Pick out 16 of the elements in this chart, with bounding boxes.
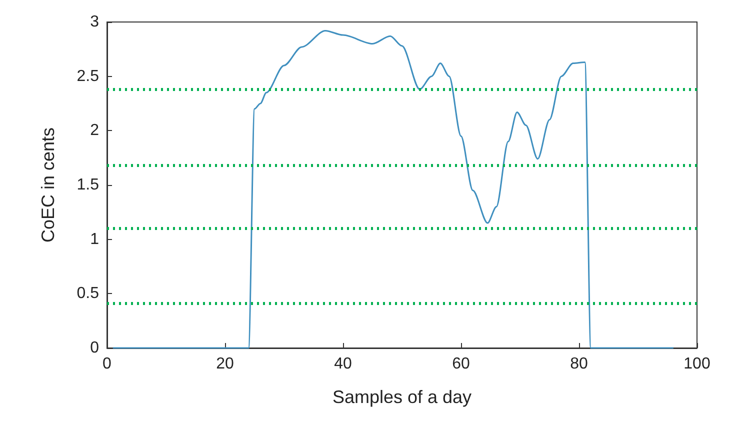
y-tick-label: 0 — [90, 340, 100, 356]
x-tick-label: 60 — [452, 356, 470, 372]
line-series — [112, 30, 674, 349]
x-tick-label: 40 — [334, 356, 352, 372]
y-tick-label: 0.5 — [76, 285, 100, 302]
y-tick-label: 3 — [90, 14, 100, 30]
x-tick-label: 100 — [684, 356, 710, 372]
x-tick-label: 20 — [216, 356, 234, 372]
x-tick-label: 80 — [570, 356, 588, 372]
y-tick-label: 1.5 — [76, 176, 100, 194]
y-axis-title: CoEC in cents — [38, 127, 58, 243]
y-tick-label: 2.5 — [76, 68, 100, 85]
x-axis-title: Samples of a day — [332, 387, 472, 407]
y-tick-label: 1 — [90, 230, 100, 248]
y-tick-label: 2 — [90, 122, 100, 140]
x-tick-label: 0 — [102, 356, 112, 372]
